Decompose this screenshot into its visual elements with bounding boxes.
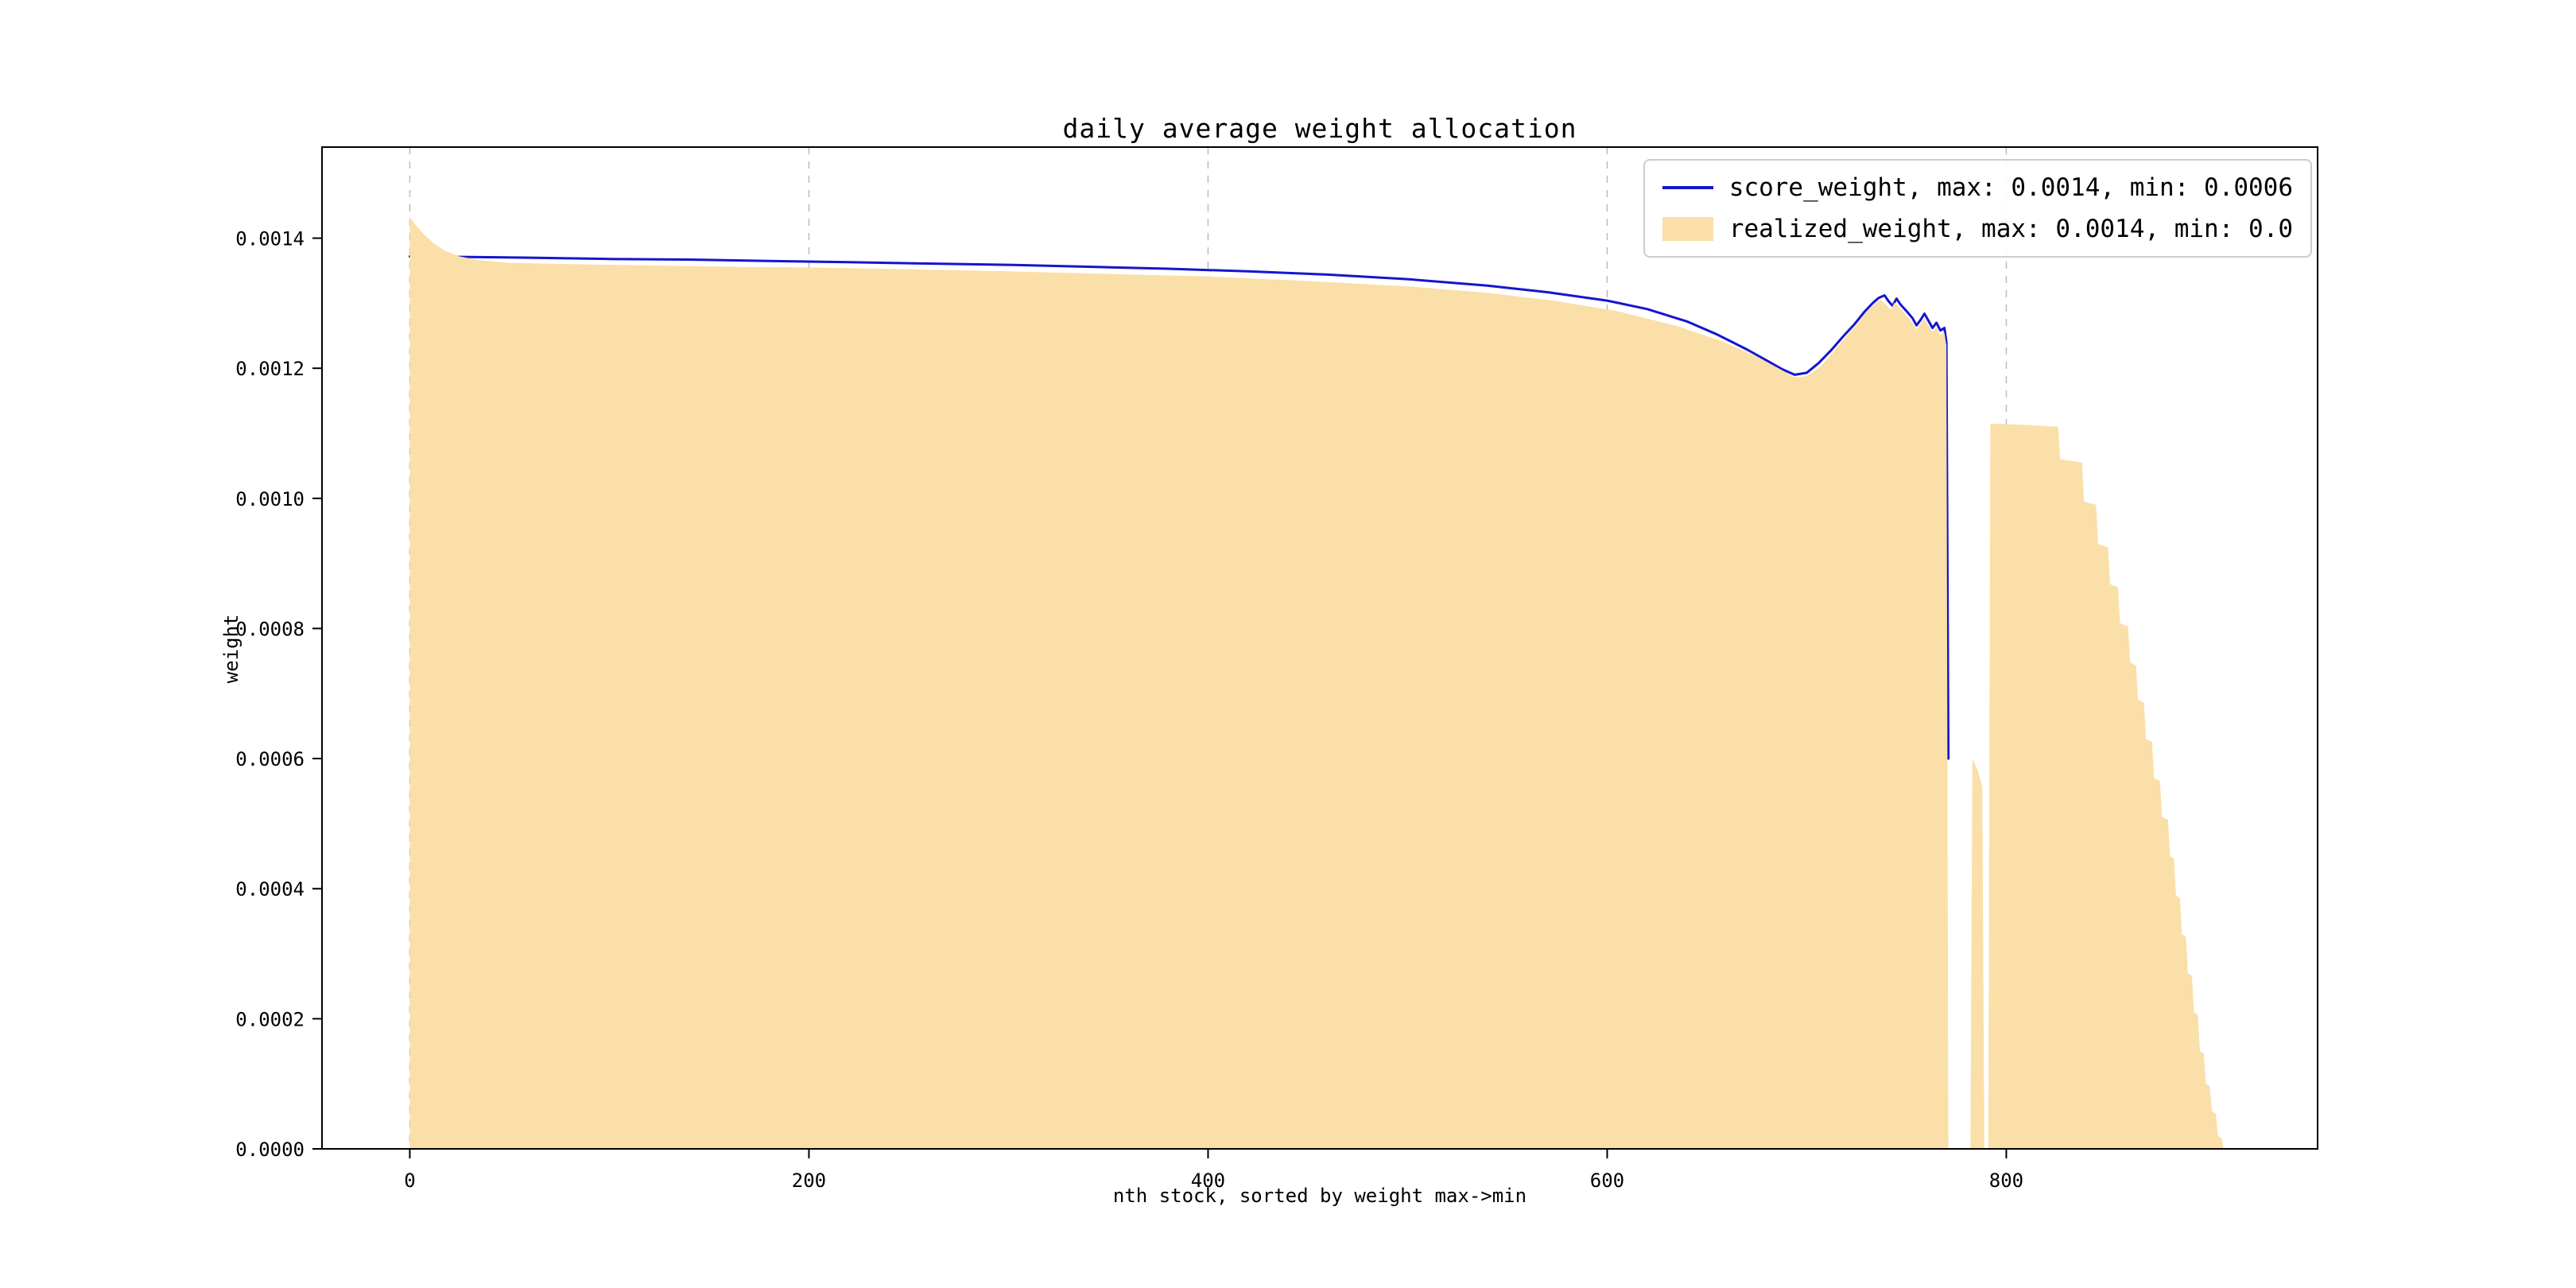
chart-title: daily average weight allocation [1062, 113, 1577, 144]
legend-item-realized-weight: realized_weight, max: 0.0014, min: 0.0 [1662, 215, 2293, 243]
legend-label-realized-weight: realized_weight, max: 0.0014, min: 0.0 [1728, 215, 2293, 243]
svg-text:0: 0 [404, 1170, 415, 1192]
svg-text:200: 200 [792, 1170, 826, 1192]
svg-text:0.0012: 0.0012 [235, 358, 305, 380]
svg-text:0.0010: 0.0010 [235, 488, 305, 510]
svg-text:0.0014: 0.0014 [235, 228, 305, 250]
svg-text:0.0000: 0.0000 [235, 1139, 305, 1161]
y-axis-label: weight [220, 614, 242, 684]
legend-label-score-weight: score_weight, max: 0.0014, min: 0.0006 [1728, 173, 2293, 202]
svg-text:0.0006: 0.0006 [235, 748, 305, 770]
score-line-swatch [1662, 186, 1713, 189]
legend: score_weight, max: 0.0014, min: 0.0006 r… [1643, 159, 2312, 258]
realized-patch-swatch [1662, 217, 1713, 241]
x-axis-label: nth stock, sorted by weight max->min [1112, 1185, 1527, 1207]
svg-text:400: 400 [1191, 1170, 1225, 1192]
svg-text:0.0004: 0.0004 [235, 879, 305, 901]
svg-text:0.0008: 0.0008 [235, 618, 305, 640]
svg-text:600: 600 [1590, 1170, 1624, 1192]
legend-item-score-weight: score_weight, max: 0.0014, min: 0.0006 [1662, 173, 2293, 202]
svg-text:800: 800 [1989, 1170, 2023, 1192]
svg-text:0.0002: 0.0002 [235, 1008, 305, 1030]
